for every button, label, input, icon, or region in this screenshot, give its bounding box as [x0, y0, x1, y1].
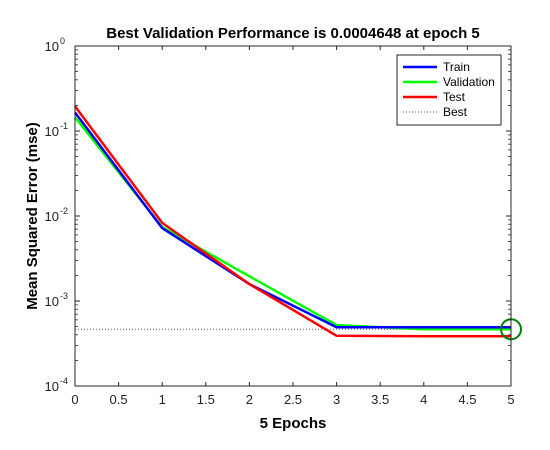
y-tick-label: 10	[45, 379, 59, 394]
y-tick-label: 10	[45, 39, 59, 54]
y-axis-label: Mean Squared Error (mse)	[24, 122, 41, 310]
y-tick-label: 10	[45, 124, 59, 139]
series-line-test	[73, 105, 511, 338]
x-tick-label: 3	[333, 392, 340, 407]
series-lines	[73, 105, 511, 338]
y-tick-exponent: 0	[60, 36, 65, 46]
x-tick-label: 2.5	[284, 392, 302, 407]
x-axis-label: 5 Epochs	[260, 415, 327, 432]
x-tick-label: 4	[420, 392, 427, 407]
y-tick-exponent: -4	[60, 376, 68, 386]
legend-label: Train	[443, 60, 470, 74]
x-tick-label: 4.5	[458, 392, 476, 407]
x-tick-label: 0	[71, 392, 78, 407]
legend-label: Validation	[443, 75, 495, 89]
x-tick-label: 2	[246, 392, 253, 407]
legend-label: Best	[443, 105, 468, 119]
y-tick-label: 10	[45, 294, 59, 309]
x-tick-label: 0.5	[110, 392, 128, 407]
y-tick-exponent: -3	[60, 291, 68, 301]
chart-title: Best Validation Performance is 0.0004648…	[106, 25, 480, 42]
x-tick-label: 1	[159, 392, 166, 407]
y-tick-label: 10	[45, 209, 59, 224]
x-tick-label: 5	[507, 392, 514, 407]
x-tick-label: 3.5	[371, 392, 389, 407]
x-axis-ticks: 0 0.5 1 1.5 2 2.5 3 3.5 4 4.5 5	[71, 46, 515, 407]
y-tick-exponent: -2	[60, 206, 68, 216]
x-tick-label: 1.5	[197, 392, 215, 407]
y-tick-exponent: -1	[60, 121, 68, 131]
legend-label: Test	[443, 90, 466, 104]
series-line-train	[74, 111, 511, 329]
